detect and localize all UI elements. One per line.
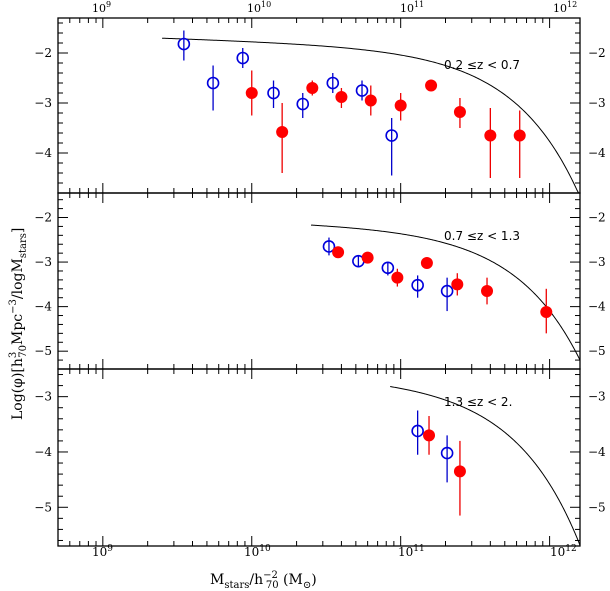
- y-tick-label-left: −5: [34, 500, 52, 514]
- top-tick-labels: 109 1010 1011 1012: [92, 0, 577, 15]
- y-tick-label-left: −3: [34, 96, 52, 110]
- y-tick-label-left: −4: [34, 300, 52, 314]
- filled-circle-point: [364, 94, 377, 107]
- filled-circle-point: [540, 305, 553, 318]
- panel-1: −2 −2 −3 −3 −4 −4: [34, 17, 606, 194]
- y-tick-label-right: −4: [588, 146, 606, 160]
- bottom-tick-label-1e12: 1012: [550, 544, 577, 559]
- filled-circle-point: [394, 99, 407, 112]
- bottom-tick-label-1e9: 109: [92, 544, 113, 559]
- filled-circle-point: [332, 246, 345, 259]
- panel-1-frame: [57, 17, 581, 194]
- top-tick-label-1e11: 1011: [400, 0, 424, 15]
- open-circle-point: [385, 129, 398, 142]
- y-tick-label-right: −5: [588, 344, 606, 358]
- bottom-tick-label-1e10: 1010: [244, 544, 271, 559]
- open-circle-point: [411, 278, 424, 292]
- y-tick-label-right: −2: [588, 211, 606, 225]
- filled-circle-point: [361, 251, 374, 264]
- open-circle-point: [381, 261, 395, 275]
- y-tick-label-left: −4: [34, 445, 52, 459]
- y-axis-label: Log(φ)[h370Mpc−3/logMstars]: [8, 228, 29, 420]
- open-circle-point: [326, 76, 340, 90]
- y-tick-label-left: −3: [34, 255, 52, 269]
- filled-circle-point: [276, 126, 289, 138]
- open-circle-point: [355, 84, 369, 97]
- open-circle-point: [206, 76, 220, 90]
- panel-3: −3 −3 −4 −4 −5 −5: [34, 368, 606, 547]
- filled-circle-point: [484, 129, 497, 142]
- open-circle-point: [411, 424, 424, 438]
- filled-circle-point: [425, 79, 438, 92]
- filled-circle-point: [513, 129, 526, 142]
- open-circle-point: [267, 86, 280, 100]
- top-tick-label-1e12: 1012: [553, 0, 577, 15]
- y-tick-label-right: −5: [588, 500, 606, 514]
- open-circle-point: [236, 51, 250, 65]
- open-circle-point: [322, 240, 336, 253]
- y-tick-label-right: −4: [588, 445, 606, 459]
- y-tick-label-left: −5: [34, 344, 52, 358]
- filled-circle-point: [453, 106, 466, 118]
- panel-2-frame: [57, 192, 581, 370]
- y-tick-label-left: −2: [34, 46, 52, 60]
- bottom-tick-labels: 109 1010 1011 1012: [92, 544, 577, 559]
- open-circle-point: [177, 37, 191, 51]
- open-circle-point: [296, 97, 310, 111]
- filled-circle-point: [306, 82, 319, 94]
- filled-circle-point: [453, 465, 466, 478]
- y-tick-label-right: −3: [588, 390, 606, 404]
- filled-circle-point: [451, 278, 464, 291]
- y-tick-label-left: −4: [34, 146, 52, 160]
- y-tick-label-right: −3: [588, 255, 606, 269]
- open-circle-point: [440, 284, 454, 298]
- panel-1-redshift-label: 0.2 ≤z < 0.7: [444, 58, 520, 72]
- y-tick-label-right: −4: [588, 300, 606, 314]
- top-tick-label-1e10: 1010: [247, 0, 271, 15]
- y-tick-label-left: −2: [34, 211, 52, 225]
- schechter-fit-curve: [390, 386, 581, 546]
- y-tick-label-left: −3: [34, 390, 52, 404]
- plot-panels: −2 −2 −3 −3 −4 −4 −2 −2 −3 −3 −4 −4 −5 −5 −3 −3 −4 −4 −5 −5: [34, 17, 606, 547]
- top-tick-label-1e9: 109: [92, 0, 111, 15]
- filled-circle-point: [245, 87, 258, 99]
- panel-2: −2 −2 −3 −3 −4 −4 −5 −5: [34, 192, 606, 370]
- schechter-fit-curve: [310, 224, 581, 361]
- panel-3-frame: [57, 368, 581, 547]
- filled-circle-point: [423, 429, 436, 442]
- filled-circle-point: [420, 256, 433, 269]
- bottom-tick-label-1e11: 1011: [398, 544, 425, 559]
- schechter-fit-curve: [162, 37, 580, 194]
- x-axis-label: Mstars/h−2 70 (M⊙): [210, 570, 317, 591]
- open-circle-point: [440, 446, 454, 460]
- panel-2-redshift-label: 0.7 ≤z < 1.3: [444, 229, 520, 243]
- filled-circle-point: [391, 271, 404, 284]
- filled-circle-point: [481, 285, 494, 298]
- y-tick-label-right: −2: [588, 46, 606, 60]
- y-tick-label-right: −3: [588, 96, 606, 110]
- filled-circle-point: [335, 91, 348, 103]
- panel-3-redshift-label: 1.3 ≤z < 2.: [444, 395, 512, 409]
